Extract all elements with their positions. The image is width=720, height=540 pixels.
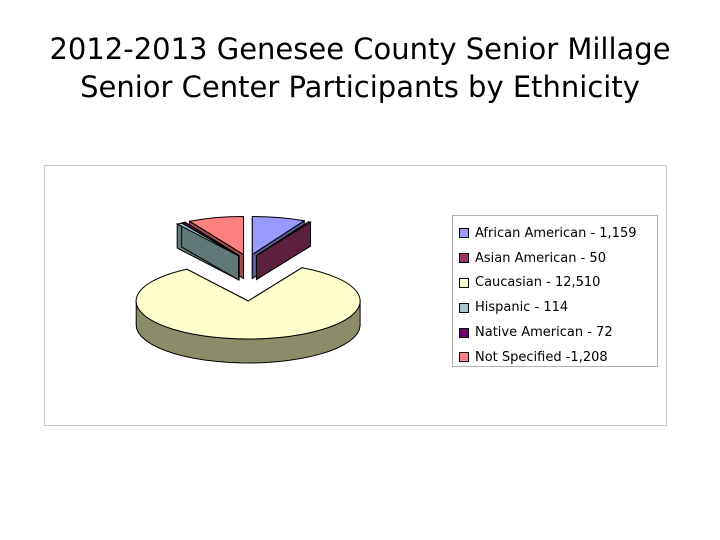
legend-label: Not Specified -1,208 (475, 349, 608, 365)
legend-item-not-specified: Not Specified -1,208 (459, 345, 657, 370)
chart-legend: African American - 1,159 Asian American -… (452, 215, 658, 367)
page-title: 2012-2013 Genesee County Senior Millage … (0, 30, 720, 106)
legend-item-asian-american: Asian American - 50 (459, 246, 657, 271)
legend-item-native-american: Native American - 72 (459, 320, 657, 345)
legend-label: African American - 1,159 (475, 225, 637, 241)
legend-item-caucasian: Caucasian - 12,510 (459, 271, 657, 296)
legend-swatch (459, 302, 469, 313)
legend-label: Asian American - 50 (475, 250, 606, 266)
slice-caucasian (135, 266, 361, 364)
legend-item-hispanic: Hispanic - 114 (459, 295, 657, 320)
legend-swatch (459, 277, 469, 288)
legend-label: Caucasian - 12,510 (475, 275, 601, 291)
legend-item-african-american: African American - 1,159 (459, 221, 657, 246)
legend-label: Native American - 72 (475, 325, 613, 341)
slice-hispanic (175, 222, 240, 281)
title-line-1: 2012-2013 Genesee County Senior Millage (49, 32, 671, 66)
legend-swatch (459, 253, 469, 264)
legend-swatch (459, 327, 469, 338)
slice-asian-american (256, 220, 312, 281)
legend-swatch (459, 228, 469, 239)
legend-swatch (459, 352, 469, 363)
legend-label: Hispanic - 114 (475, 300, 569, 316)
title-line-2: Senior Center Participants by Ethnicity (80, 70, 640, 104)
